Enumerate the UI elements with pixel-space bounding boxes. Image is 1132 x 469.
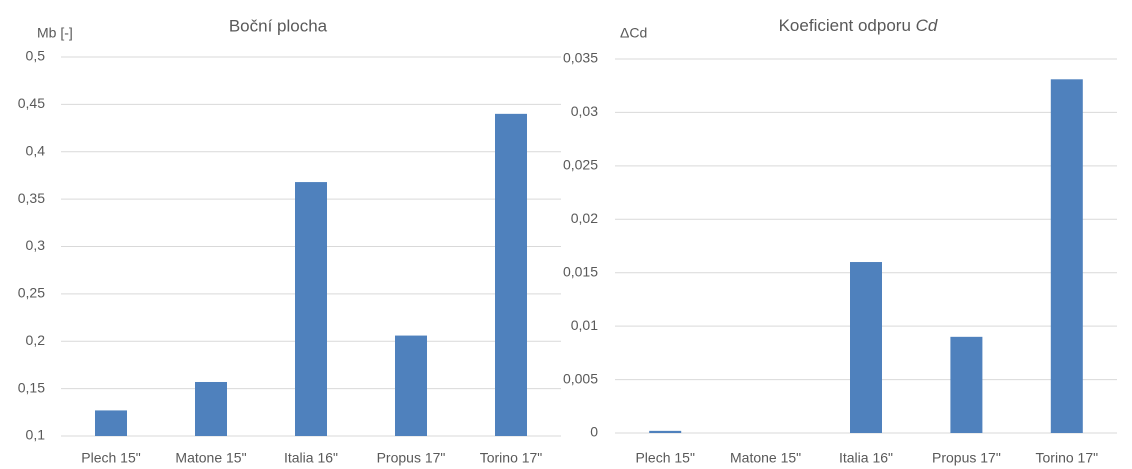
x-tick-label: Matone 15" bbox=[730, 450, 801, 466]
y-tick-label: 0,03 bbox=[571, 103, 598, 119]
y-tick-label: 0,3 bbox=[26, 237, 46, 253]
x-tick-label: Italia 16" bbox=[284, 450, 338, 466]
y-tick-label: 0,02 bbox=[571, 210, 598, 226]
x-tick-label: Plech 15" bbox=[635, 450, 694, 466]
chart-title: Koeficient odporu bbox=[779, 16, 911, 35]
x-tick-label: Propus 17" bbox=[932, 450, 1001, 466]
y-tick-label: 0,025 bbox=[563, 157, 598, 173]
bar bbox=[395, 335, 427, 436]
x-tick-label: Italia 16" bbox=[839, 450, 893, 466]
y-tick-label: 0,1 bbox=[26, 427, 46, 443]
y-tick-label: 0,005 bbox=[563, 370, 598, 386]
bar bbox=[195, 381, 227, 436]
y-tick-label: 0,35 bbox=[18, 190, 45, 206]
y-axis-label: Mb [-] bbox=[37, 25, 73, 41]
bar bbox=[950, 336, 983, 433]
chart-title-emphasis: Cd bbox=[916, 16, 938, 35]
x-tick-label: Torino 17" bbox=[480, 450, 543, 466]
bar bbox=[1050, 79, 1083, 433]
x-tick-label: Plech 15" bbox=[81, 450, 140, 466]
y-tick-label: 0,5 bbox=[26, 48, 46, 64]
y-tick-label: 0,015 bbox=[563, 263, 598, 279]
y-tick-label: 0,15 bbox=[18, 379, 45, 395]
y-tick-label: 0,01 bbox=[571, 317, 598, 333]
bar bbox=[495, 113, 527, 436]
y-axis-label: ΔCd bbox=[620, 25, 647, 41]
bar bbox=[295, 182, 327, 436]
y-tick-label: 0,2 bbox=[26, 332, 46, 348]
chart-title-group: Koeficient odporu Cd bbox=[779, 16, 938, 35]
bar bbox=[850, 262, 882, 433]
y-tick-label: 0 bbox=[590, 424, 598, 440]
bar bbox=[649, 430, 682, 433]
x-tick-label: Propus 17" bbox=[377, 450, 446, 466]
y-tick-label: 0,25 bbox=[18, 285, 45, 301]
x-tick-label: Torino 17" bbox=[1036, 450, 1099, 466]
y-tick-label: 0,4 bbox=[26, 142, 46, 158]
x-tick-label: Matone 15" bbox=[175, 450, 246, 466]
y-tick-label: 0,45 bbox=[18, 95, 45, 111]
chart-title: Boční plocha bbox=[229, 16, 328, 35]
bar bbox=[95, 410, 127, 436]
y-tick-label: 0,035 bbox=[563, 50, 598, 66]
